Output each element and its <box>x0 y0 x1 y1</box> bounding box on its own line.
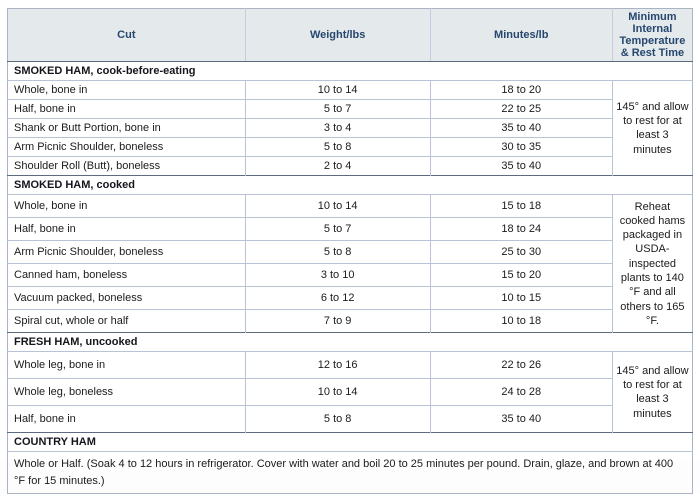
cut-cell: Half, bone in <box>7 217 246 241</box>
cut-cell: Whole, bone in <box>7 80 246 100</box>
minutes-cell: 18 to 20 <box>429 80 613 100</box>
temp-note-cell: 145° and allow to rest for at least 3 mi… <box>611 351 693 433</box>
cut-cell: Whole leg, boneless <box>7 378 246 406</box>
weight-cell: 5 to 8 <box>244 405 431 433</box>
cut-cell: Vacuum packed, boneless <box>7 286 246 310</box>
table-row: Vacuum packed, boneless 6 to 12 10 to 15 <box>7 286 693 310</box>
table-row: Canned ham, boneless 3 to 10 15 to 20 <box>7 263 693 287</box>
ham-table-body: SMOKED HAM, cook-before-eating Whole, bon… <box>7 61 693 494</box>
cut-cell: Whole leg, bone in <box>7 351 246 379</box>
weight-cell: 5 to 8 <box>244 137 431 157</box>
table-row: Whole leg, bone in 12 to 16 22 to 26 145° a… <box>7 351 693 433</box>
page: Cut Weight/lbs Minutes/lb Minimum Intern… <box>7 8 693 494</box>
minutes-cell: 35 to 40 <box>429 118 613 138</box>
weight-cell: 6 to 12 <box>244 286 431 310</box>
cut-cell: Half, bone in <box>7 405 246 433</box>
weight-cell: 2 to 4 <box>244 156 431 176</box>
minutes-cell: 35 to 40 <box>429 156 613 176</box>
weight-cell: 10 to 14 <box>244 80 431 100</box>
cut-cell: Arm Picnic Shoulder, boneless <box>7 137 246 157</box>
header-row: Cut Weight/lbs Minutes/lb Minimum Intern… <box>7 8 693 63</box>
col-header-temperature: Minimum Internal Temperature & Rest Time <box>611 8 693 63</box>
section-title: SMOKED HAM, cooked <box>7 175 693 195</box>
table-row: Half, bone in 5 to 8 35 to 40 <box>7 405 693 433</box>
cut-cell: Half, bone in <box>7 99 246 119</box>
weight-cell: 5 to 7 <box>244 217 431 241</box>
table-row: Half, bone in 5 to 7 18 to 24 <box>7 217 693 241</box>
minutes-cell: 35 to 40 <box>429 405 613 433</box>
minutes-cell: 15 to 20 <box>429 263 613 287</box>
cut-cell: Canned ham, boneless <box>7 263 246 287</box>
temp-note-cell: 145° and allow to rest for at least 3 mi… <box>611 80 693 176</box>
section-row: SMOKED HAM, cooked <box>7 175 693 195</box>
cut-cell: Shoulder Roll (Butt), boneless <box>7 156 246 176</box>
minutes-cell: 18 to 24 <box>429 217 613 241</box>
weight-cell: 10 to 14 <box>244 378 431 406</box>
table-row: Arm Picnic Shoulder, boneless 5 to 8 25 to… <box>7 240 693 264</box>
section-row: SMOKED HAM, cook-before-eating <box>7 61 693 81</box>
minutes-cell: 22 to 26 <box>429 351 613 379</box>
weight-cell: 5 to 7 <box>244 99 431 119</box>
weight-cell: 3 to 4 <box>244 118 431 138</box>
minutes-cell: 10 to 15 <box>429 286 613 310</box>
table-row: Arm Picnic Shoulder, boneless 5 to 8 30 to… <box>7 137 693 157</box>
ham-cooking-table: Cut Weight/lbs Minutes/lb Minimum Intern… <box>7 8 693 494</box>
minutes-cell: 22 to 25 <box>429 99 613 119</box>
cut-cell: Spiral cut, whole or half <box>7 309 246 333</box>
minutes-cell: 15 to 18 <box>429 194 613 218</box>
table-row: Whole or Half. (Soak 4 to 12 hours in re… <box>7 451 693 494</box>
table-row: Shank or Butt Portion, bone in 3 to 4 35 t… <box>7 118 693 138</box>
col-header-weight: Weight/lbs <box>244 8 431 63</box>
temp-note-cell: Reheat cooked hams packaged in USDA-insp… <box>611 194 693 333</box>
table-row: Whole, bone in 10 to 14 18 to 20 145° and a… <box>7 80 693 176</box>
weight-cell: 10 to 14 <box>244 194 431 218</box>
cut-cell: Shank or Butt Portion, bone in <box>7 118 246 138</box>
table-row: Spiral cut, whole or half 7 to 9 10 to 18 <box>7 309 693 333</box>
minutes-cell: 24 to 28 <box>429 378 613 406</box>
section-row: FRESH HAM, uncooked <box>7 332 693 352</box>
weight-cell: 3 to 10 <box>244 263 431 287</box>
minutes-cell: 10 to 18 <box>429 309 613 333</box>
weight-cell: 12 to 16 <box>244 351 431 379</box>
weight-cell: 5 to 8 <box>244 240 431 264</box>
weight-cell: 7 to 9 <box>244 309 431 333</box>
table-row: Half, bone in 5 to 7 22 to 25 <box>7 99 693 119</box>
table-row: Whole, bone in 10 to 14 15 to 18 Reheat coo… <box>7 194 693 333</box>
col-header-cut: Cut <box>7 8 246 63</box>
section-title: FRESH HAM, uncooked <box>7 332 693 352</box>
col-header-minutes: Minutes/lb <box>429 8 613 63</box>
cut-cell: Arm Picnic Shoulder, boneless <box>7 240 246 264</box>
table-row: Shoulder Roll (Butt), boneless 2 to 4 35 t… <box>7 156 693 176</box>
table-row: Whole leg, boneless 10 to 14 24 to 28 <box>7 378 693 406</box>
minutes-cell: 25 to 30 <box>429 240 613 264</box>
cut-cell: Whole, bone in <box>7 194 246 218</box>
country-note-cell: Whole or Half. (Soak 4 to 12 hours in re… <box>7 451 693 494</box>
section-title: COUNTRY HAM <box>7 432 693 452</box>
section-title: SMOKED HAM, cook-before-eating <box>7 61 693 81</box>
minutes-cell: 30 to 35 <box>429 137 613 157</box>
section-row: COUNTRY HAM <box>7 432 693 452</box>
